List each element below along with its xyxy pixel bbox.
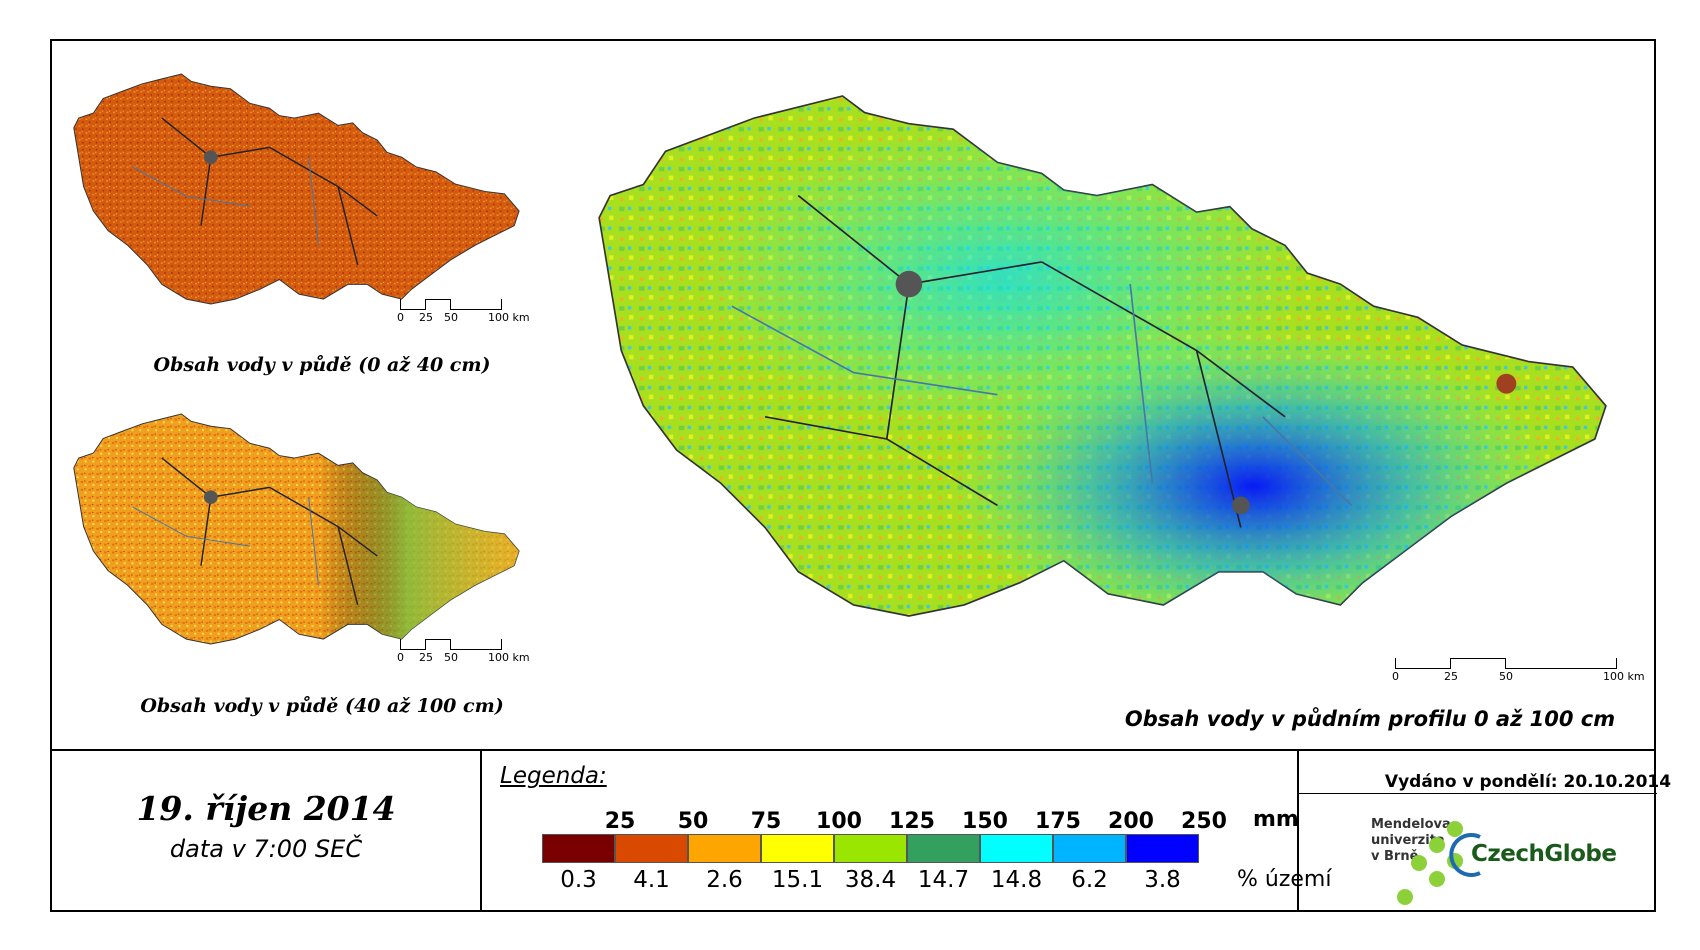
legend-swatch [1126, 834, 1199, 863]
legend-percentage: 14.7 [917, 867, 970, 893]
scale-label: 25 [1444, 670, 1458, 683]
legend-percentage: 3.8 [1144, 867, 1181, 893]
legend-swatch [688, 834, 761, 863]
legend-threshold: 125 [889, 809, 935, 834]
legend-percentage: 6.2 [1071, 867, 1108, 893]
legend-swatch [907, 834, 980, 863]
legend-threshold: 25 [604, 809, 636, 834]
scale-label: 100 km [488, 311, 530, 324]
legend-swatch [615, 834, 688, 863]
main-frame: 0 25 50 100 km 0 25 50 100 km 0 25 50 10… [50, 39, 1671, 912]
legend-threshold: 100 [816, 809, 862, 834]
map-topsoil [73, 73, 520, 305]
legend-threshold: 250 [1181, 809, 1227, 834]
mendel-line: Mendelova [1371, 817, 1451, 832]
legend-threshold: 50 [677, 809, 709, 834]
legend-pct-label: % území [1237, 867, 1332, 892]
scale-label: 50 [444, 651, 458, 664]
map-subsoil [73, 413, 520, 645]
legend-swatch [834, 834, 907, 863]
caption-subsoil: Obsah vody v půdě (40 až 100 cm) [140, 695, 504, 717]
footer-vdivider-2 [1297, 751, 1299, 912]
legend-swatch [542, 834, 615, 863]
legend-threshold: 175 [1035, 809, 1081, 834]
czechglobe-logo-text: CzechGlobe [1471, 841, 1617, 867]
czechglobe-logo-icon [1449, 833, 1481, 877]
scale-label: 0 [397, 311, 404, 324]
legend-unit: mm [1253, 807, 1299, 832]
scale-label: 25 [419, 651, 433, 664]
footer-divider [52, 749, 1654, 751]
legend-swatch [1053, 834, 1126, 863]
mendel-logo-text: Mendelova univerzita v Brně [1371, 817, 1451, 865]
mendel-line: v Brně [1371, 849, 1419, 864]
footer-vdivider-1 [480, 751, 482, 912]
legend-threshold: 200 [1108, 809, 1154, 834]
scale-label: 50 [1499, 670, 1513, 683]
legend-threshold: 150 [962, 809, 1008, 834]
legend-percentage: 0.3 [560, 867, 597, 893]
legend-percentage: 2.6 [706, 867, 743, 893]
legend-percentage: 38.4 [844, 867, 897, 893]
caption-topsoil: Obsah vody v půdě (0 až 40 cm) [153, 354, 491, 376]
scale-label: 0 [397, 651, 404, 664]
mendel-line: univerzita [1371, 833, 1445, 848]
report-date: 19. říjen 2014 [136, 789, 396, 828]
legend-percentage: 15.1 [771, 867, 824, 893]
legend-percentage: 4.1 [633, 867, 670, 893]
scale-label: 100 km [488, 651, 530, 664]
legend-swatch [980, 834, 1053, 863]
caption-profile: Obsah vody v půdním profilu 0 až 100 cm [1124, 707, 1616, 731]
scale-label: 25 [419, 311, 433, 324]
scale-label: 100 km [1603, 670, 1645, 683]
report-time: data v 7:00 SEČ [169, 835, 363, 863]
legend-title: Legenda: [500, 763, 607, 789]
legend-threshold: 75 [750, 809, 782, 834]
legend-percentage: 14.8 [990, 867, 1043, 893]
scale-label: 0 [1392, 670, 1399, 683]
scale-label: 50 [444, 311, 458, 324]
issued-date: Vydáno v pondělí: 20.10.2014 [1384, 772, 1672, 792]
map-profile [598, 95, 1607, 617]
legend-swatch [761, 834, 834, 863]
issued-divider [1299, 793, 1657, 794]
